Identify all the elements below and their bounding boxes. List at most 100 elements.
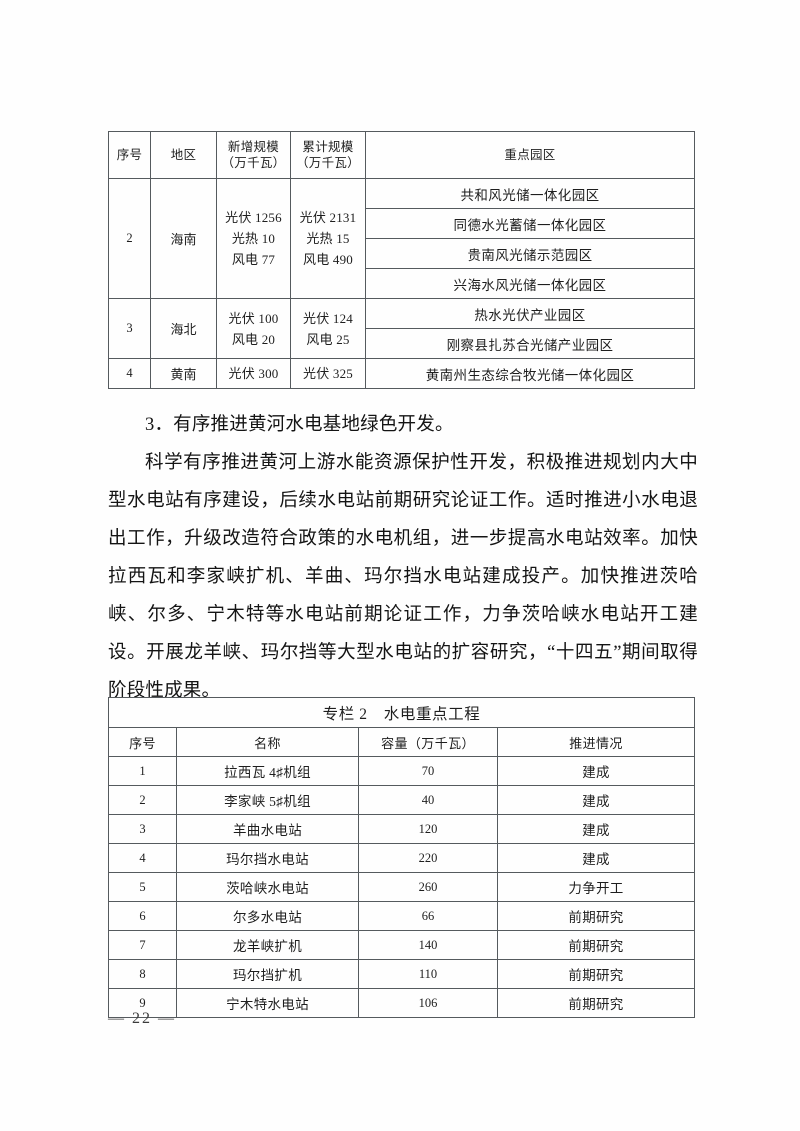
row-index: 4 [108,358,151,389]
header-name: 名称 [176,727,359,757]
header-status: 推进情况 [497,727,695,757]
row-capacity: 140 [358,930,498,960]
row-cumulative-scale: 光伏 2131 光热 15 风电 490 [290,178,366,299]
table-header-row: 序号 地区 新增规模 （万千瓦） 累计规模 （万千瓦） 重点园区 [108,131,695,179]
new-scale-line: 风电 77 [231,252,276,267]
row-capacity: 106 [358,988,498,1018]
header-index: 序号 [108,727,177,757]
row-index: 5 [108,872,177,902]
row-status: 前期研究 [497,988,695,1018]
table-row: 2 李家峡 5♯机组 40 建成 [108,785,695,815]
row-park: 黄南州生态综合牧光储一体化园区 [365,358,695,389]
table-row: 5 茨哈峡水电站 260 力争开工 [108,872,695,902]
row-park: 贵南风光储示范园区 [365,238,695,269]
table-row: 4 玛尔挡水电站 220 建成 [108,843,695,873]
row-name: 茨哈峡水电站 [176,872,359,902]
table-header-row: 序号 名称 容量（万千瓦） 推进情况 [108,727,695,757]
table-row: 3 羊曲水电站 120 建成 [108,814,695,844]
row-name: 拉西瓦 4♯机组 [176,756,359,786]
table-row: 3 海北 光伏 100 风电 20 光伏 124 风电 25 热水光伏产业园区 [108,298,695,359]
new-scale-line: 光热 10 [231,231,276,246]
row-new-scale: 光伏 100 风电 20 [216,298,291,359]
regional-scale-table-wrapper: 序号 地区 新增规模 （万千瓦） 累计规模 （万千瓦） 重点园区 2 [108,131,695,389]
cum-scale-line: 风电 490 [303,252,353,267]
row-capacity: 70 [358,756,498,786]
row-index: 6 [108,901,177,931]
table-row: 2 海南 光伏 1256 光热 10 风电 77 光伏 2131 光热 15 风… [108,178,695,299]
row-index: 2 [108,785,177,815]
cum-scale-line: 光伏 124 [303,310,353,326]
table-title-row: 专栏 2 水电重点工程 [108,697,695,728]
table-row: 同德水光蓄储一体化园区 [109,208,695,239]
header-new-scale-line2: （万千瓦） [221,156,286,170]
row-new-scale: 光伏 300 [216,358,291,389]
header-cum-scale-line2: （万千瓦） [295,156,360,170]
row-index: 8 [108,959,177,989]
regional-scale-table: 序号 地区 新增规模 （万千瓦） 累计规模 （万千瓦） 重点园区 2 [108,131,695,389]
row-capacity: 66 [358,901,498,931]
page-number: — 22 — [108,1010,176,1027]
new-scale-line: 光伏 1256 [225,210,282,225]
row-index: 4 [108,843,177,873]
row-park: 同德水光蓄储一体化园区 [365,208,695,239]
header-new-scale-line1: 新增规模 [227,140,280,154]
row-park: 共和风光储一体化园区 [365,178,695,209]
cum-scale-line: 光热 15 [306,231,350,246]
table-row: 4 黄南 光伏 300 光伏 325 黄南州生态综合牧光储一体化园区 [108,358,695,389]
header-new-scale: 新增规模 （万千瓦） [216,131,291,179]
table-row: 贵南风光储示范园区 [109,238,695,269]
new-scale-line: 风电 20 [231,331,276,347]
row-status: 前期研究 [497,901,695,931]
row-status: 建成 [497,756,695,786]
row-status: 前期研究 [497,959,695,989]
row-status: 建成 [497,814,695,844]
row-park: 热水光伏产业园区 [365,298,695,329]
row-name: 玛尔挡水电站 [176,843,359,873]
row-status: 建成 [497,785,695,815]
table-row: 刚察县扎苏合光储产业园区 [109,328,695,359]
row-park: 兴海水风光储一体化园区 [365,268,695,299]
row-status: 力争开工 [497,872,695,902]
row-capacity: 260 [358,872,498,902]
section-body-paragraph: 科学有序推进黄河上游水能资源保护性开发，积极推进规划内大中型水电站有序建设，后续… [108,452,698,701]
table-row: 8 玛尔挡扩机 110 前期研究 [108,959,695,989]
header-capacity: 容量（万千瓦） [358,727,498,757]
row-capacity: 110 [358,959,498,989]
row-region: 黄南 [150,358,217,389]
row-index: 2 [108,178,151,299]
row-name: 李家峡 5♯机组 [176,785,359,815]
row-cumulative-scale: 光伏 124 风电 25 [290,298,366,359]
row-index: 3 [108,814,177,844]
table-row: 1 拉西瓦 4♯机组 70 建成 [108,756,695,786]
row-status: 前期研究 [497,930,695,960]
cum-scale-line: 风电 25 [306,331,350,347]
cum-scale-line: 光伏 2131 [299,210,357,225]
row-name: 宁木特水电站 [176,988,359,1018]
hydro-projects-table-body: 1 拉西瓦 4♯机组 70 建成 2 李家峡 5♯机组 40 建成 3 羊曲水电… [108,756,695,1018]
row-capacity: 220 [358,843,498,873]
row-name: 羊曲水电站 [176,814,359,844]
table-row: 7 龙羊峡扩机 140 前期研究 [108,930,695,960]
hydro-projects-table-wrapper: 专栏 2 水电重点工程 序号 名称 容量（万千瓦） 推进情况 1 拉西瓦 4♯机… [108,697,695,1018]
row-name: 玛尔挡扩机 [176,959,359,989]
table-row: 9 宁木特水电站 106 前期研究 [108,988,695,1018]
row-park: 刚察县扎苏合光储产业园区 [365,328,695,359]
header-index: 序号 [108,131,151,179]
hydro-projects-table: 专栏 2 水电重点工程 序号 名称 容量（万千瓦） 推进情况 1 拉西瓦 4♯机… [108,697,695,1018]
row-index: 7 [108,930,177,960]
row-region: 海南 [150,178,217,299]
row-index: 3 [108,298,151,359]
header-region: 地区 [150,131,217,179]
header-cumulative-scale: 累计规模 （万千瓦） [290,131,366,179]
row-name: 尔多水电站 [176,901,359,931]
regional-scale-table-body: 2 海南 光伏 1256 光热 10 风电 77 光伏 2131 光热 15 风… [108,178,695,389]
row-capacity: 40 [358,785,498,815]
section-heading-paragraph: 3．有序推进黄河水电基地绿色开发。 [145,414,454,435]
row-new-scale: 光伏 1256 光热 10 风电 77 [216,178,291,299]
row-index: 1 [108,756,177,786]
header-cum-scale-line1: 累计规模 [302,140,354,154]
header-key-parks: 重点园区 [365,131,695,179]
row-status: 建成 [497,843,695,873]
new-scale-line: 光伏 100 [228,310,279,326]
